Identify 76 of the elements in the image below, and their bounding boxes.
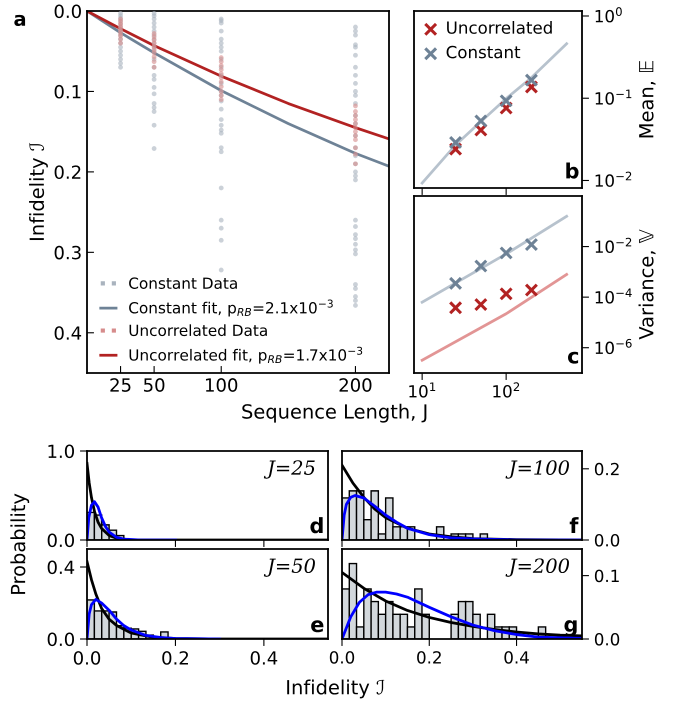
point — [152, 59, 157, 64]
x-tick-label: 0.4 — [250, 651, 278, 665]
legend-label: Constant fit, p$_{RB}$=2.1x10$^{−3}$ — [129, 300, 333, 317]
x-tick-label: 10$^{2}$ — [493, 382, 520, 398]
point — [448, 300, 462, 315]
y-tick-label: 10$^{−1}$ — [596, 90, 632, 105]
point — [353, 125, 358, 130]
y-tick-label: 0.2 — [54, 165, 80, 180]
x-tick-label: 50 — [144, 378, 164, 392]
y-tick-label: 10$^{−6}$ — [596, 338, 632, 354]
point — [353, 117, 358, 122]
point — [474, 259, 488, 273]
point — [353, 109, 358, 114]
x-tick-label: 0.2 — [162, 651, 188, 665]
y-tick-label: 1.0 — [48, 444, 74, 458]
annotation: d — [310, 517, 323, 534]
annotation: c — [568, 352, 578, 364]
y-tick-label: 0.4 — [54, 326, 82, 340]
point — [524, 283, 538, 298]
y-tick-label: 10$^{−4}$ — [596, 288, 632, 304]
y-tick-label: 0.0 — [594, 534, 620, 547]
annotation: e — [311, 620, 324, 632]
y-tick-label: 10$^{0}$ — [596, 7, 622, 22]
point — [499, 286, 514, 301]
y-tick-label: 0.4 — [48, 560, 74, 574]
annotation: J=200 — [506, 558, 569, 577]
point — [353, 104, 358, 108]
legend-label: Constant — [446, 46, 520, 58]
point — [448, 136, 462, 150]
point — [499, 94, 514, 108]
x-tick-label: 0.0 — [330, 651, 354, 664]
line-series — [87, 500, 177, 540]
x-tick-label: 25 — [110, 378, 130, 392]
point — [353, 129, 358, 134]
y-tick-label: 0.3 — [54, 246, 81, 260]
point — [353, 137, 358, 142]
line-series — [87, 598, 222, 639]
legend-label: Uncorrelated — [447, 21, 552, 34]
annotation: J=50 — [264, 558, 315, 577]
point — [218, 84, 224, 90]
annotation: J=25 — [264, 460, 315, 479]
point — [152, 54, 157, 60]
x-tick-label: 100 — [206, 378, 238, 392]
point — [474, 114, 488, 128]
point — [524, 238, 538, 252]
x-tick-label: 0.4 — [504, 651, 529, 664]
x-tick-label: 0.2 — [417, 651, 441, 664]
y-tick-label: 0.1 — [594, 570, 619, 582]
y-tick-label: 0.2 — [594, 462, 619, 476]
annotation: b — [566, 162, 579, 179]
x-tick-label: 0.0 — [74, 651, 100, 665]
y-tick-label: 0.0 — [594, 632, 620, 646]
x-tick-label: 10$^{1}$ — [409, 382, 436, 398]
annotation: J=100 — [506, 460, 569, 479]
y-tick-label: 0.0 — [54, 4, 81, 18]
x-axis-title: Infidelity ℐ — [287, 680, 384, 698]
annotation: f — [570, 517, 579, 533]
y-tick-label: 0.0 — [48, 632, 74, 646]
y-axis-title: Probability — [10, 494, 30, 594]
point — [524, 73, 538, 88]
point — [448, 276, 462, 290]
y-axis-title: Infidelity ℐ — [29, 142, 48, 240]
point — [499, 246, 514, 260]
y-axis-title: Variance, 𝕍 — [638, 229, 656, 340]
text: a — [14, 14, 26, 26]
x-axis-title: Sequence Length, J — [242, 404, 426, 423]
point — [474, 298, 488, 312]
y-tick-label: 10$^{−2}$ — [596, 238, 632, 254]
y-tick-label: 10$^{−2}$ — [596, 172, 632, 187]
legend-label: Uncorrelated Data — [130, 324, 267, 336]
y-axis-title: Mean, 𝔼 — [639, 60, 656, 138]
x-tick-label: 200 — [340, 378, 372, 392]
legend-label: Constant Data — [129, 277, 237, 289]
y-tick-label: 0.1 — [54, 84, 80, 99]
y-tick-label: 0.0 — [48, 533, 74, 548]
legend-label: Uncorrelated fit, p$_{RB}$=1.7x10$^{−3}$ — [130, 346, 362, 364]
